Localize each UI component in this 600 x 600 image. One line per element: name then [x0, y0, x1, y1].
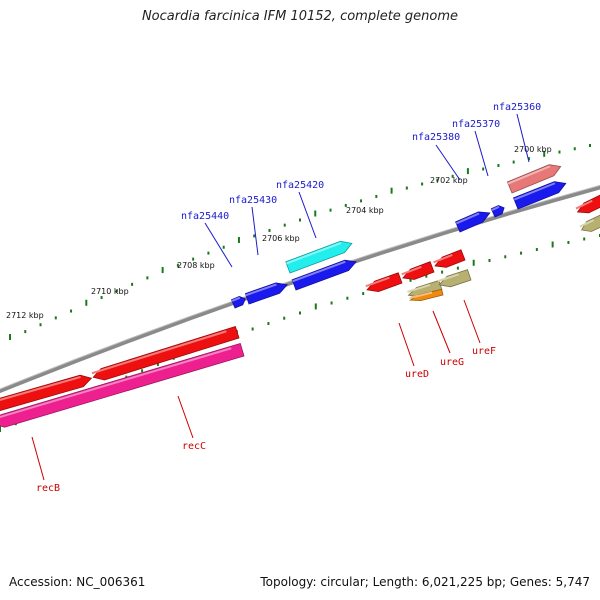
gene-ureD-shine — [365, 276, 390, 288]
gene-red-small-2-shine — [401, 265, 422, 276]
label-nfa25380-leader — [435, 144, 461, 181]
label-nfa25360-leader — [516, 113, 530, 163]
label-recC: recC — [182, 441, 206, 452]
gene-nfa25420 — [285, 240, 353, 274]
accession-text: Accession: NC_006361 — [9, 575, 146, 589]
gene-right-edge-olive-shine — [579, 219, 595, 228]
gene-right-edge-red-shine — [575, 199, 593, 210]
gene-red-small-2 — [402, 261, 435, 280]
gene-ureG-shine — [409, 291, 433, 300]
label-nfa25370: nfa25370 — [452, 119, 500, 130]
gene-nfa25360-shine — [507, 165, 551, 185]
label-nfa25440-leader — [204, 222, 233, 268]
gene-red-small-1-shine — [433, 254, 453, 264]
genome-backbone — [0, 185, 600, 394]
gene-right-edge-red — [576, 194, 600, 214]
gene-nfa25370-shine — [491, 205, 500, 211]
gene-ureF-shine — [437, 273, 459, 283]
scale-label: 2702 kbp — [430, 176, 468, 185]
gene-forward-right-shine — [513, 182, 556, 201]
scale-label: 2708 kbp — [177, 261, 215, 270]
scale-label: 2710 kbp — [91, 287, 129, 296]
label-nfa25430-leader — [251, 206, 259, 256]
gene-forward-right — [512, 181, 567, 210]
gene-recB-shine — [0, 347, 232, 419]
label-ureD-leader — [398, 322, 415, 367]
scale-label: 2706 kbp — [262, 234, 300, 243]
gene-red-small-1 — [434, 249, 466, 268]
label-nfa25380: nfa25380 — [412, 132, 460, 143]
label-ureG-leader — [432, 310, 451, 354]
gene-nfa25360 — [506, 164, 562, 194]
scale-label: 2700 kbp — [514, 145, 552, 154]
scale-label: 2704 kbp — [346, 206, 384, 215]
gene-forward-mid — [291, 259, 357, 291]
gene-nfa25440-shine — [231, 296, 241, 302]
gene-right-edge-olive — [580, 214, 600, 232]
label-nfa25440: nfa25440 — [181, 211, 229, 222]
gene-ureD — [366, 272, 403, 293]
label-ureF: ureF — [472, 346, 496, 357]
label-nfa25420-leader — [298, 191, 317, 239]
map-title: Nocardia farcinica IFM 10152, complete g… — [141, 9, 459, 24]
gene-nfa25380 — [455, 211, 491, 233]
gene-forward-mid-shine — [292, 260, 346, 283]
gene-nfa25430 — [244, 282, 288, 305]
label-nfa25360: nfa25360 — [493, 102, 541, 113]
gene-nfa25420-shine — [286, 242, 342, 265]
gene-olive-1-shine — [407, 283, 431, 293]
label-recC-leader — [177, 395, 194, 439]
gene-nfa25380-shine — [455, 212, 480, 225]
gene-nfa25430-shine — [245, 283, 277, 297]
label-ureD: ureD — [405, 369, 429, 380]
label-nfa25370-leader — [474, 130, 489, 177]
label-recB-leader — [31, 436, 45, 481]
label-recB: recB — [36, 483, 60, 494]
genome-stats-text: Topology: circular; Length: 6,021,225 bp… — [260, 575, 590, 589]
label-nfa25420: nfa25420 — [276, 180, 324, 191]
label-nfa25430: nfa25430 — [229, 195, 277, 206]
gene-recB — [0, 343, 245, 428]
label-ureF-leader — [463, 299, 481, 344]
gene-recC-shine — [91, 330, 227, 375]
label-ureG: ureG — [440, 357, 464, 368]
gene-red-left — [0, 374, 93, 411]
scale-label: 2712 kbp — [6, 311, 44, 320]
gene-red-left-shine — [0, 375, 81, 402]
